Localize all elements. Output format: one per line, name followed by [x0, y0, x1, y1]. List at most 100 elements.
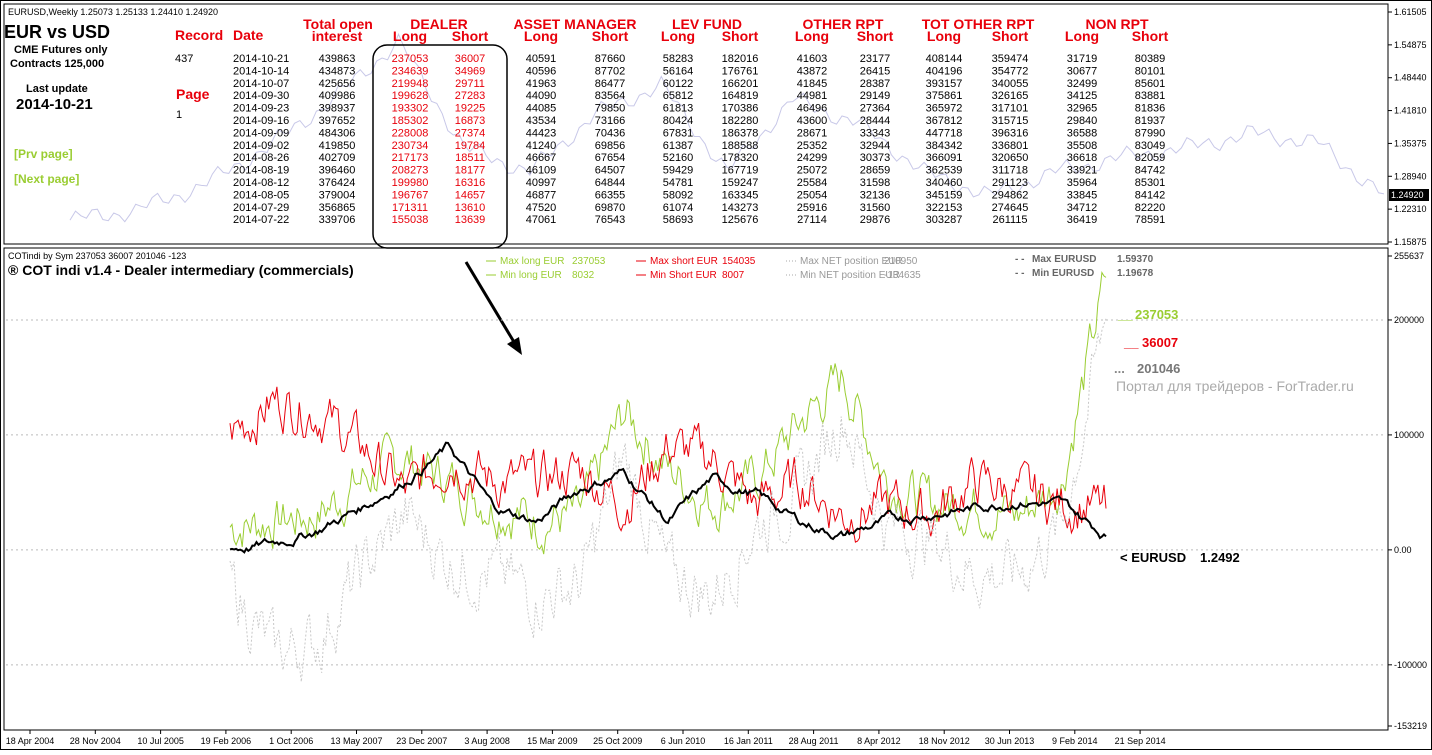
- row-cell: 13639: [455, 214, 486, 226]
- table-row: 2014-10-14 434873 234639 34969 40596 87702 561…: [233, 65, 1165, 77]
- table-row: 2014-09-16 397652 185302 16873 43534 73166 804…: [233, 115, 1165, 127]
- row-date: 2014-10-21: [233, 53, 289, 65]
- row-cell: 80424: [663, 115, 694, 127]
- row-cell: 61387: [663, 140, 694, 152]
- row-cell: 35508: [1067, 140, 1098, 152]
- row-cell: 69856: [595, 140, 626, 152]
- row-cell: 34712: [1067, 202, 1098, 214]
- row-cell: 43534: [526, 115, 557, 127]
- row-cell: 339706: [319, 214, 356, 226]
- row-cell: 13610: [455, 202, 486, 214]
- row-cell: 234639: [392, 65, 429, 77]
- indicator-y-axis: 255637 200000 100000 0.00 -100000 -153219: [1388, 251, 1427, 731]
- sub-header: Short: [1132, 28, 1169, 44]
- price-tick-label: 1.28940: [1394, 171, 1427, 181]
- row-cell: 84142: [1135, 189, 1166, 201]
- x-tick-label: 1 Oct 2006: [269, 736, 313, 746]
- row-date: 2014-09-09: [233, 127, 289, 139]
- row-cell: 64844: [595, 177, 626, 189]
- table-row: 2014-07-22 339706 155038 13639 47061 76543 586…: [233, 214, 1165, 226]
- row-date: 2014-07-29: [233, 202, 289, 214]
- sub-header: Long: [661, 28, 695, 44]
- price-axis: 1.61505 1.54875 1.48440 1.41810 1.35375 1.289…: [1388, 7, 1427, 247]
- row-cell: 228008: [392, 127, 429, 139]
- row-cell: 36419: [1067, 214, 1098, 226]
- row-cell: 193302: [392, 103, 429, 115]
- eurusd-last-label: < EURUSD: [1120, 550, 1186, 565]
- legend-label: Min Short EUR: [650, 270, 717, 281]
- eurusd-last-value: 1.2492: [1200, 550, 1240, 565]
- legend-value: 8007: [722, 270, 745, 281]
- row-cell: 70436: [595, 127, 626, 139]
- x-tick-label: 16 Jan 2011: [724, 736, 773, 746]
- y-tick-label: 255637: [1394, 251, 1424, 261]
- table-row: 2014-08-05 379004 196767 14657 46877 66355 580…: [233, 189, 1165, 201]
- row-cell: 60122: [663, 78, 694, 90]
- row-cell: 66355: [595, 189, 626, 201]
- price-tick-label: 1.41810: [1394, 106, 1427, 116]
- cot-table-body: 2014-10-21 439863 237053 36007 40591 87660 582…: [233, 53, 1165, 226]
- date-column-header: Date: [233, 27, 264, 43]
- row-cell: 25584: [797, 177, 828, 189]
- price-pane-frame: [3, 3, 1389, 245]
- row-cell: 186378: [722, 127, 759, 139]
- last-long-prefix: __: [1117, 307, 1133, 322]
- row-cell: 178320: [722, 152, 759, 164]
- row-cell: 80389: [1135, 53, 1166, 65]
- row-cell: 261115: [992, 214, 1027, 226]
- row-cell: 402709: [319, 152, 356, 164]
- row-cell: 41963: [526, 78, 557, 90]
- row-cell: 376424: [319, 177, 356, 189]
- x-tick-label: 13 May 2007: [330, 736, 382, 746]
- row-cell: 315715: [992, 115, 1029, 127]
- min-eurusd-dots: - -: [1015, 268, 1024, 279]
- row-cell: 87990: [1135, 127, 1166, 139]
- row-cell: 47061: [526, 214, 557, 226]
- row-cell: 29840: [1067, 115, 1098, 127]
- row-cell: 28387: [860, 78, 891, 90]
- row-cell: 16316: [455, 177, 486, 189]
- next-page-link[interactable]: [Next page]: [14, 172, 79, 186]
- row-cell: 67654: [595, 152, 626, 164]
- row-date: 2014-09-23: [233, 103, 289, 115]
- row-cell: 80101: [1135, 65, 1166, 77]
- row-cell: 367812: [926, 115, 963, 127]
- row-cell: 27364: [860, 103, 891, 115]
- row-cell: 24299: [797, 152, 828, 164]
- price-tick-label: 1.54875: [1394, 40, 1427, 50]
- row-cell: 54781: [663, 177, 694, 189]
- row-cell: 29149: [860, 90, 891, 102]
- row-cell: 19784: [455, 140, 486, 152]
- row-cell: 83881: [1135, 90, 1166, 102]
- table-row: 2014-09-02 419850 230734 19784 41240 69856 613…: [233, 140, 1165, 152]
- row-cell: 41845: [797, 78, 828, 90]
- row-cell: 27114: [797, 214, 827, 226]
- prev-page-link[interactable]: [Prv page]: [14, 147, 73, 161]
- row-cell: 33845: [1067, 189, 1098, 201]
- time-axis: 18 Apr 2004 28 Nov 2004 10 Jul 2005 19 Feb …: [6, 730, 1166, 746]
- group-header: DEALER: [410, 16, 468, 32]
- price-pane-title: EURUSD,Weekly 1.25073 1.25133 1.24410 1.…: [8, 7, 218, 17]
- legend-label: Max short EUR: [650, 256, 718, 267]
- y-tick-label: 100000: [1394, 430, 1424, 440]
- row-cell: 340055: [992, 78, 1029, 90]
- row-cell: 46109: [526, 165, 557, 177]
- row-cell: 166201: [722, 78, 759, 90]
- group-header: ASSET MANAGER: [514, 16, 637, 32]
- row-cell: 40997: [526, 177, 557, 189]
- row-cell: 397652: [319, 115, 356, 127]
- current-price-label: 1.24920: [1391, 190, 1424, 200]
- group-header: NON RPT: [1086, 16, 1149, 32]
- row-cell: 294862: [992, 189, 1029, 201]
- row-cell: 46667: [526, 152, 557, 164]
- row-cell: 28444: [860, 115, 891, 127]
- row-cell: 362539: [926, 165, 963, 177]
- row-cell: 44981: [797, 90, 828, 102]
- row-cell: 30373: [860, 152, 891, 164]
- max-eurusd-dots: - -: [1015, 254, 1024, 265]
- x-tick-label: 3 Aug 2008: [464, 736, 510, 746]
- pair-heading: EUR vs USD: [4, 22, 110, 42]
- row-cell: 18511: [455, 152, 485, 164]
- row-cell: 16873: [455, 115, 486, 127]
